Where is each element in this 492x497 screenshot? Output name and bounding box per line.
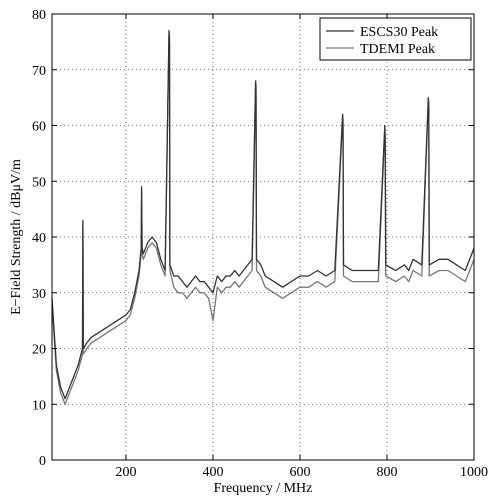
y-tick-label: 20 — [32, 343, 46, 358]
x-tick-label: 200 — [115, 465, 136, 480]
y-axis-title: E−Field Strength / dBμV/m — [9, 159, 24, 315]
plot-frame — [51, 13, 475, 461]
series-line-tdemi — [51, 35, 475, 405]
y-tick-label: 0 — [39, 454, 46, 469]
series-layer — [51, 30, 475, 405]
grid-layer — [52, 14, 474, 460]
legend-label-tdemi: TDEMI Peak — [360, 42, 435, 57]
x-tick-label: 1000 — [460, 465, 488, 480]
y-tick-label: 30 — [32, 287, 46, 302]
x-tick-label: 800 — [376, 465, 397, 480]
y-tick-label: 70 — [32, 64, 46, 79]
y-tick-label: 60 — [32, 120, 46, 135]
x-axis-title: Frequency / MHz — [214, 481, 313, 496]
legend-box — [319, 17, 472, 61]
series-line-escs30 — [51, 30, 475, 400]
legend: ESCS30 Peak TDEMI Peak — [319, 17, 472, 61]
y-tick-label: 80 — [32, 8, 46, 23]
y-tick-label: 10 — [32, 398, 46, 413]
x-tick-label: 400 — [202, 465, 223, 480]
y-tick-label: 40 — [32, 231, 46, 246]
x-tick-label: 600 — [289, 465, 310, 480]
tick-layer: 200 400 600 800 1000 0 10 20 30 40 50 60 70 80 — [32, 8, 488, 480]
legend-label-escs30: ESCS30 Peak — [360, 25, 438, 40]
y-tick-label: 50 — [32, 175, 46, 190]
